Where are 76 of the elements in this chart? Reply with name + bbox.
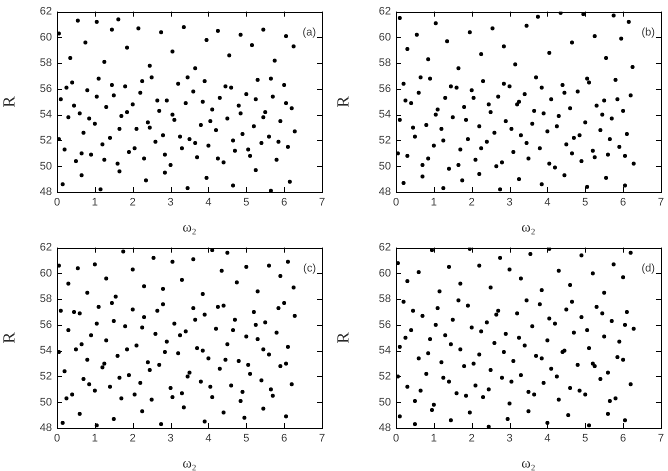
x-tick-label: 1 [92, 196, 98, 209]
x-tick-label: 7 [658, 196, 664, 209]
x-tick-label: 6 [620, 196, 626, 209]
y-tick-label: 54 [378, 344, 391, 357]
y-tick-label: 62 [40, 6, 52, 18]
y-tick-label: 48 [40, 186, 52, 198]
x-tick-label: 4 [205, 196, 212, 209]
x-tick-label: 4 [544, 432, 550, 445]
y-tick-label: 58 [40, 57, 52, 70]
x-tick-label: 5 [243, 196, 250, 209]
y-tick-label: 56 [378, 82, 391, 95]
y-tick-label: 62 [40, 242, 52, 254]
x-tick-label: 5 [582, 196, 588, 209]
x-tick-label: 3 [506, 432, 513, 445]
annotation: (c) [303, 262, 316, 275]
x-tick-label: 0 [54, 432, 60, 445]
y-tick-label: 58 [378, 293, 391, 306]
x-tick-label: 7 [658, 432, 664, 445]
y-tick-label: 52 [378, 370, 391, 382]
x-tick-label: 6 [281, 432, 288, 445]
x-tick-label: 1 [430, 196, 437, 209]
y-axis-title: R [0, 95, 19, 108]
x-tick-label: 2 [468, 196, 475, 209]
x-tick-label: 0 [54, 196, 60, 209]
annotation: (b) [641, 26, 655, 39]
y-tick-label: 50 [378, 160, 391, 172]
x-tick-label: 6 [620, 432, 626, 445]
y-tick-label: 58 [378, 57, 391, 70]
x-tick-label: 7 [318, 196, 326, 209]
x-axis-title: ω₂ [182, 456, 197, 471]
x-tick-label: 7 [318, 432, 326, 445]
y-tick-label: 54 [40, 344, 52, 357]
y-tick-label: 50 [40, 396, 52, 408]
x-tick-label: 2 [130, 196, 136, 209]
y-tick-label: 62 [378, 242, 391, 254]
x-tick-label: 5 [243, 432, 250, 445]
y-tick-label: 60 [378, 267, 391, 280]
y-axis-title: R [334, 95, 353, 108]
y-tick-label: 54 [40, 108, 52, 121]
y-tick-label: 50 [378, 396, 391, 408]
y-axis-title: R [0, 331, 19, 344]
x-tick-label: 2 [468, 432, 475, 445]
x-tick-label: 5 [582, 432, 588, 445]
x-tick-label: 6 [281, 196, 288, 209]
x-tick-label: 0 [392, 432, 400, 445]
annotation: (a) [302, 26, 316, 39]
y-tick-label: 60 [378, 31, 391, 44]
y-tick-label: 48 [378, 422, 391, 434]
y-tick-label: 58 [40, 293, 52, 306]
y-tick-label: 48 [40, 422, 52, 434]
x-axis-title: ω₂ [182, 220, 197, 236]
y-tick-label: 56 [40, 82, 52, 95]
x-tick-label: 4 [544, 196, 550, 209]
y-tick-label: 62 [378, 6, 391, 18]
y-tick-label: 60 [40, 267, 52, 280]
y-tick-label: 52 [378, 134, 391, 146]
y-tick-label: 54 [378, 108, 391, 121]
y-tick-label: 52 [40, 370, 52, 382]
y-tick-label: 50 [40, 160, 52, 172]
y-axis-title: R [334, 331, 353, 344]
y-tick-label: 52 [40, 134, 52, 146]
x-tick-label: 0 [392, 196, 400, 209]
y-tick-label: 60 [40, 31, 52, 44]
x-axis-title: ω₂ [521, 220, 536, 236]
x-tick-label: 3 [168, 196, 174, 209]
x-axis-title: ω₂ [521, 456, 536, 471]
x-tick-label: 1 [430, 432, 437, 445]
x-tick-label: 4 [205, 432, 212, 445]
x-tick-label: 1 [92, 432, 98, 445]
x-tick-label: 3 [506, 196, 513, 209]
y-tick-label: 48 [378, 186, 391, 198]
annotation: (d) [641, 262, 655, 275]
x-tick-label: 2 [130, 432, 136, 445]
y-tick-label: 56 [378, 318, 391, 331]
x-tick-label: 3 [168, 432, 174, 445]
y-tick-label: 56 [40, 318, 52, 331]
